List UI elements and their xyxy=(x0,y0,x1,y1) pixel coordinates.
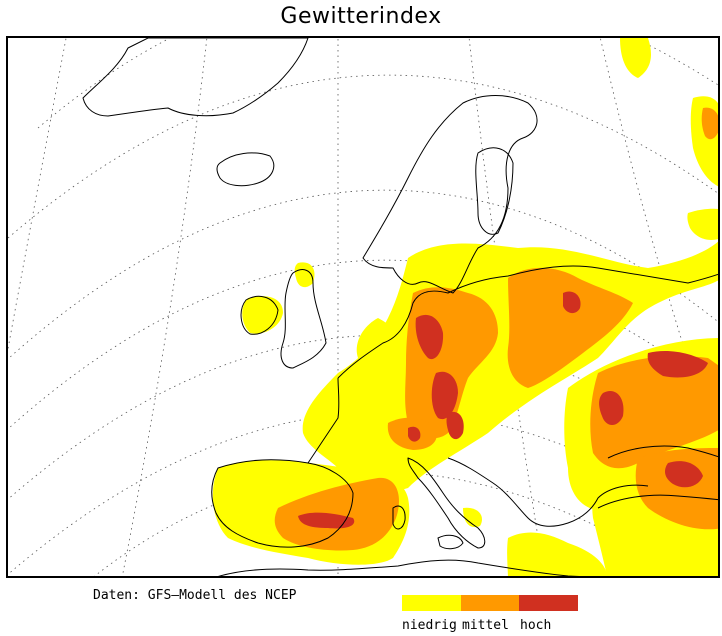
legend: niedrig mittel hoch xyxy=(402,595,579,636)
graticule-lon-line xyxy=(8,38,67,351)
graticule-lat-line xyxy=(8,189,718,360)
sicily-coast xyxy=(437,534,464,550)
graticule-lat-line xyxy=(8,259,718,430)
coastlines xyxy=(82,38,718,576)
legend-label-hoch: hoch xyxy=(520,618,552,633)
black-sea-coast xyxy=(607,445,718,459)
graticule-lon-line xyxy=(121,38,208,576)
mittel-areas xyxy=(274,107,718,551)
hoch-areas xyxy=(298,291,708,529)
iberia-coast xyxy=(211,459,354,548)
legend-swatch-hoch xyxy=(519,595,579,611)
greenland-coast xyxy=(82,38,309,117)
iceland-coast xyxy=(216,152,275,187)
france-west-coast xyxy=(307,377,340,464)
continent-coast xyxy=(337,265,718,379)
chart-title: Gewitterindex xyxy=(280,4,442,29)
legend-label-mittel: mittel xyxy=(462,618,509,633)
legend-swatch-mittel xyxy=(460,595,520,611)
map-frame xyxy=(6,36,720,578)
ireland-coast xyxy=(240,295,279,335)
legend-labels: niedrig mittel hoch xyxy=(402,618,578,636)
africa-coast xyxy=(218,559,580,576)
data-source-note: Daten: GFS–Modell des NCEP xyxy=(93,588,297,603)
legend-swatch-niedrig xyxy=(402,595,461,611)
graticule-lat-line xyxy=(37,38,718,129)
legend-label-niedrig: niedrig xyxy=(402,618,457,633)
thunderstorm-index-map xyxy=(8,38,718,576)
italy-coast xyxy=(407,457,486,549)
legend-color-bar xyxy=(402,595,579,611)
graticule-lat-line xyxy=(8,74,718,239)
balkans-coast xyxy=(447,457,649,527)
scandinavia-coast xyxy=(362,95,538,294)
turkey-coast xyxy=(597,494,718,509)
finland-coast xyxy=(475,147,514,235)
british-isles-coast xyxy=(280,269,327,369)
sardinia-coast xyxy=(392,505,406,530)
